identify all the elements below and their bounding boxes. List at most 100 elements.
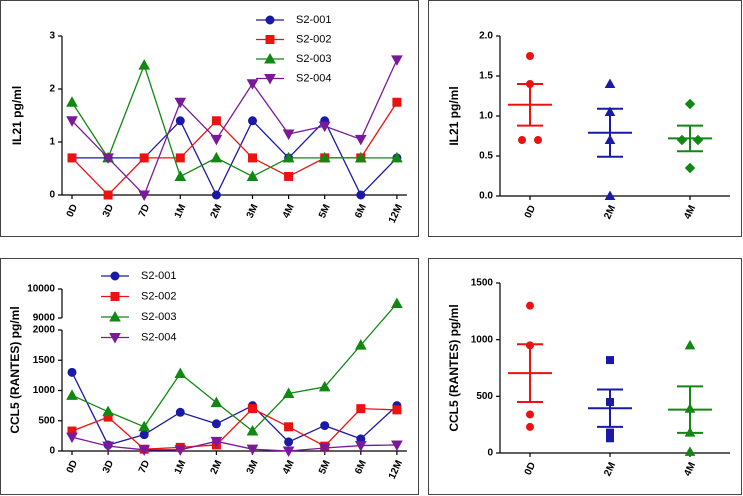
- y-tick-label: 2: [49, 84, 55, 95]
- marker: [318, 443, 331, 455]
- marker: [534, 136, 542, 144]
- series-line: [71, 407, 397, 450]
- panel-frame: [0, 258, 419, 495]
- error-bar: [597, 388, 623, 428]
- x-tick-label: 3M: [245, 459, 261, 476]
- y-tick-label: 500: [38, 415, 55, 426]
- legend-marker: [109, 333, 121, 344]
- marker: [139, 430, 149, 440]
- marker: [174, 97, 187, 109]
- panel-frame: [0, 0, 419, 237]
- marker: [676, 134, 688, 146]
- y-tick-label: 2000: [33, 325, 56, 336]
- marker: [606, 434, 614, 443]
- marker: [248, 153, 257, 163]
- x-tick-label: 3D: [101, 203, 116, 219]
- legend-label: S2-002: [141, 290, 176, 302]
- marker: [102, 441, 114, 453]
- marker: [210, 436, 223, 448]
- panel-frame: [428, 258, 742, 495]
- x-tick-label: 3D: [101, 459, 116, 475]
- marker: [518, 136, 526, 144]
- error-bar: [677, 124, 703, 153]
- marker: [526, 422, 534, 431]
- x-tick-label: 0D: [523, 204, 538, 220]
- legend-marker: [110, 271, 120, 281]
- x-tick-label: 0D: [523, 461, 538, 477]
- marker: [356, 404, 366, 414]
- marker: [246, 444, 259, 456]
- y-tick-label: 0.5: [479, 151, 493, 162]
- legend-label: S2-004: [296, 72, 331, 84]
- marker: [391, 297, 403, 308]
- marker: [391, 440, 403, 451]
- x-tick-label: 7D: [137, 459, 152, 475]
- panel-frame: [428, 0, 742, 237]
- marker: [174, 170, 187, 181]
- y-tick-label: 9000: [33, 313, 56, 324]
- error-bar: [517, 343, 543, 403]
- marker: [282, 151, 295, 163]
- marker: [66, 96, 78, 107]
- legend-label: S2-004: [141, 331, 176, 343]
- marker: [354, 339, 367, 350]
- marker: [139, 153, 149, 163]
- x-tick-label: 4M: [682, 204, 698, 221]
- y-tick-label: 1500: [471, 278, 494, 289]
- marker: [66, 116, 78, 127]
- marker: [392, 405, 402, 415]
- series-line: [71, 436, 397, 452]
- marker: [210, 151, 223, 163]
- marker: [320, 421, 330, 431]
- marker: [526, 301, 534, 310]
- marker: [246, 170, 259, 181]
- legend-label: S2-003: [296, 53, 331, 65]
- y-axis-label: IL21 pg/ml: [447, 86, 461, 145]
- error-bar: [597, 107, 623, 158]
- marker: [391, 55, 403, 66]
- y-axis-label: CCL5 (RANTES) pg/ml: [447, 304, 461, 431]
- marker: [284, 171, 294, 181]
- marker: [175, 153, 185, 163]
- marker: [175, 407, 185, 417]
- legend-marker: [264, 74, 276, 85]
- legend-label: S2-001: [141, 270, 176, 282]
- legend-label: S2-001: [296, 14, 331, 26]
- y-tick-label: 10000: [27, 284, 55, 295]
- y-tick-label: 1000: [471, 334, 494, 345]
- marker: [67, 367, 77, 377]
- marker: [684, 98, 696, 110]
- y-tick-label: 1.5: [479, 71, 493, 82]
- x-tick-label: 0D: [65, 203, 80, 219]
- error-bar: [677, 385, 703, 434]
- marker: [282, 446, 295, 458]
- marker: [246, 79, 259, 90]
- marker: [391, 151, 403, 163]
- series-line: [71, 59, 398, 197]
- marker: [246, 425, 259, 436]
- marker: [356, 190, 366, 200]
- x-tick-label: 5M: [317, 459, 333, 476]
- marker: [684, 339, 696, 350]
- error-bar: [517, 83, 543, 127]
- marker: [138, 445, 151, 456]
- y-tick-label: 3: [49, 31, 55, 42]
- x-tick-label: 2M: [209, 203, 225, 220]
- marker: [102, 153, 114, 164]
- marker: [138, 420, 151, 432]
- marker: [67, 153, 77, 163]
- x-tick-label: 12M: [387, 203, 405, 225]
- series-line: [71, 372, 398, 446]
- series-line: [71, 63, 397, 178]
- y-axis-label: IL21 pg/ml: [10, 86, 24, 145]
- x-tick-label: 2M: [602, 204, 618, 221]
- y-tick-label: 0: [49, 446, 55, 457]
- legend-label: S2-003: [141, 311, 176, 323]
- legend-marker: [264, 52, 276, 64]
- marker: [526, 52, 534, 60]
- marker: [138, 190, 151, 202]
- x-tick-label: 7D: [137, 203, 152, 219]
- marker: [211, 419, 221, 429]
- marker: [102, 405, 114, 417]
- marker: [318, 380, 331, 392]
